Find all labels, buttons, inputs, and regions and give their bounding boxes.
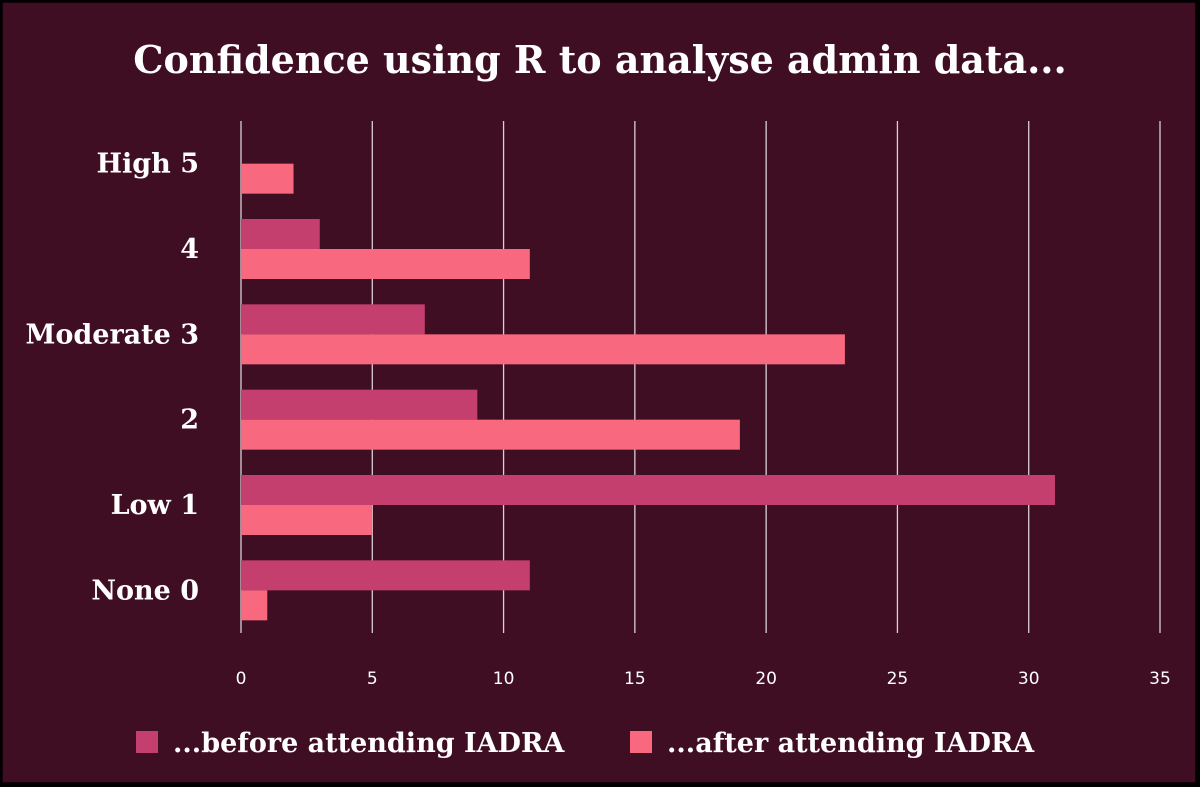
x-axis-tick-labels: 0 5 10 15 20 25 30 35: [236, 669, 1171, 689]
legend-swatch: [136, 731, 158, 753]
category-label: 4: [180, 234, 199, 265]
bars: [241, 163, 1055, 621]
category-labels: None 0 Low 1 2 Moderate 3 4 High 5: [25, 149, 199, 607]
bar-before-2: [241, 389, 478, 420]
x-tick-label: 30: [1018, 669, 1040, 689]
x-tick-label: 5: [367, 669, 378, 689]
x-tick-label: 35: [1149, 669, 1171, 689]
legend-label: ...after attending IADRA: [667, 728, 1035, 759]
legend-label: ...before attending IADRA: [173, 728, 565, 759]
bar-after-1: [241, 505, 373, 535]
bar-after-5: [241, 163, 294, 194]
category-label: 2: [180, 405, 199, 436]
bar-after-4: [241, 249, 530, 279]
x-tick-label: 15: [624, 669, 646, 689]
x-tick-label: 0: [236, 669, 247, 689]
bar-before-0: [241, 560, 530, 591]
bar-after-2: [241, 419, 740, 450]
category-label: None 0: [91, 575, 199, 606]
x-tick-label: 20: [755, 669, 777, 689]
chart-title: Confidence using R to analyse admin data…: [133, 37, 1067, 82]
legend-swatch: [630, 731, 652, 753]
bar-before-1: [241, 475, 1055, 505]
bar-before-4: [241, 219, 320, 249]
category-label: Low 1: [111, 490, 199, 521]
category-label: High 5: [97, 149, 199, 180]
bar-after-0: [241, 590, 268, 621]
x-tick-label: 25: [887, 669, 909, 689]
bar-before-3: [241, 304, 425, 335]
gridlines: [240, 121, 1161, 633]
x-tick-label: 10: [493, 669, 515, 689]
bar-chart: Confidence using R to analyse admin data…: [25, 37, 1171, 759]
category-label: Moderate 3: [25, 319, 199, 350]
bar-after-3: [241, 334, 845, 365]
legend: ...before attending IADRA ...after attend…: [136, 728, 1035, 759]
